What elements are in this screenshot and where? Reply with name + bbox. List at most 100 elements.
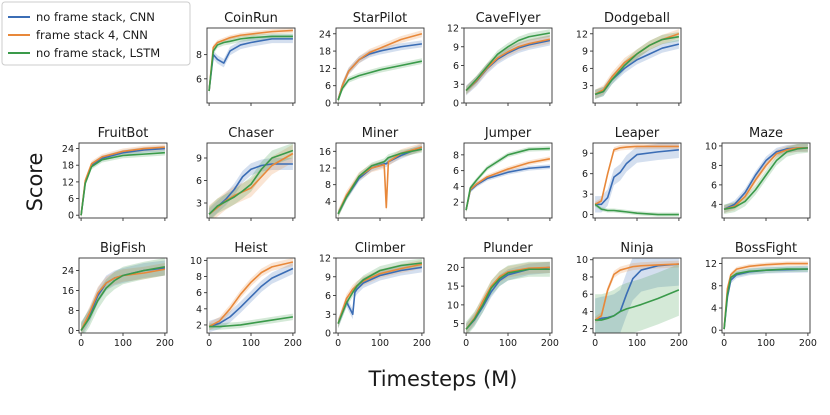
panel-miner: Miner 4 8 12 16 bbox=[319, 126, 425, 221]
series-band bbox=[724, 266, 808, 332]
panel-fruitbot: FruitBot 0 6 12 18 24 bbox=[62, 126, 168, 222]
y-tick-label: 9 bbox=[325, 272, 331, 283]
y-tick-label: 12 bbox=[319, 64, 331, 75]
y-tick-label: 10 bbox=[447, 300, 459, 311]
plot-area bbox=[208, 143, 294, 218]
plot-area bbox=[465, 29, 551, 96]
x-axis-label: Timesteps (M) bbox=[368, 367, 518, 391]
series-line bbox=[208, 38, 293, 91]
y-tick-label: 8 bbox=[325, 180, 331, 191]
series-line bbox=[337, 146, 423, 215]
series-line bbox=[594, 145, 679, 206]
series-band bbox=[595, 202, 679, 217]
y-tick-label: 18 bbox=[319, 47, 331, 58]
series-band bbox=[209, 258, 293, 331]
x-tick-label: 100 bbox=[499, 338, 517, 349]
y-tick-label: 0 bbox=[68, 326, 74, 337]
y-tick-label: 4 bbox=[711, 304, 717, 315]
y-tick-label: 8 bbox=[711, 161, 717, 172]
panel-leaper: Leaper 0 3 6 9 bbox=[582, 126, 682, 221]
x-tick-label: 100 bbox=[628, 338, 646, 349]
legend-label: frame stack 4, CNN bbox=[36, 28, 148, 42]
x-tick-label: 200 bbox=[799, 338, 817, 349]
panel-title: Plunder bbox=[483, 241, 533, 256]
panel-title: CoinRun bbox=[224, 11, 278, 26]
panel-jumper: Jumper 2 4 6 8 bbox=[453, 126, 553, 221]
panel-bossfight: BossFight 0 4 8 12 0 100 200 bbox=[705, 241, 817, 349]
panel-title: StarPilot bbox=[353, 11, 408, 26]
y-tick-label: 0 bbox=[325, 329, 331, 340]
y-tick-label: 6 bbox=[68, 194, 74, 205]
series-line bbox=[337, 148, 423, 215]
plot-area bbox=[208, 258, 294, 333]
y-tick-label: 10 bbox=[190, 256, 202, 267]
series-line bbox=[595, 289, 680, 321]
y-tick-label: 4 bbox=[453, 182, 459, 193]
plot-area bbox=[723, 143, 808, 215]
panel-maze: Maze 4 6 8 10 bbox=[705, 126, 811, 221]
y-tick-label: 6 bbox=[325, 81, 331, 92]
x-tick-label: 200 bbox=[156, 338, 174, 349]
panel-title: FruitBot bbox=[98, 126, 149, 141]
panel-title: Ninja bbox=[620, 241, 653, 256]
panels: CoinRun68StarPilot06121824CaveFlyer03691… bbox=[62, 11, 817, 349]
series-band bbox=[595, 260, 679, 324]
y-tick-label: 8 bbox=[196, 272, 202, 283]
y-tick-label: 8 bbox=[582, 272, 588, 283]
series-line bbox=[723, 147, 808, 211]
y-tick-label: 3 bbox=[453, 80, 459, 91]
series-line bbox=[594, 263, 679, 321]
series-band bbox=[466, 156, 550, 213]
y-tick-label: 5 bbox=[453, 319, 459, 330]
series-band bbox=[595, 39, 679, 99]
series-band bbox=[724, 143, 808, 215]
x-tick-label: 200 bbox=[541, 338, 559, 349]
series-line bbox=[337, 60, 423, 101]
y-tick-label: 4 bbox=[325, 197, 331, 208]
plot-area bbox=[465, 261, 550, 333]
series-line bbox=[337, 32, 423, 101]
series-band bbox=[466, 29, 550, 95]
x-tick-label: 0 bbox=[592, 338, 598, 349]
x-tick-label: 100 bbox=[242, 338, 260, 349]
panel-title: Maze bbox=[749, 126, 783, 141]
series-line bbox=[337, 262, 422, 324]
y-tick-label: 9 bbox=[582, 47, 588, 58]
y-tick-label: 24 bbox=[62, 144, 74, 155]
panel-title: Dodgeball bbox=[604, 11, 670, 26]
series-band bbox=[81, 258, 165, 333]
y-tick-label: 6 bbox=[196, 176, 202, 187]
legend: no frame stack, CNN frame stack 4, CNN n… bbox=[1, 1, 191, 66]
series-line bbox=[723, 147, 808, 211]
series-line bbox=[337, 266, 423, 324]
series-line bbox=[337, 146, 423, 215]
series-line bbox=[208, 29, 293, 91]
panel-caveflyer: CaveFlyer 0 3 6 9 12 bbox=[447, 11, 553, 110]
series-line bbox=[594, 203, 679, 216]
series-line bbox=[594, 35, 680, 96]
series-line bbox=[723, 262, 808, 330]
plot-area bbox=[337, 143, 423, 218]
y-tick-label: 12 bbox=[319, 254, 331, 265]
y-tick-label: 16 bbox=[62, 286, 74, 297]
y-tick-label: 0 bbox=[325, 99, 331, 110]
legend-frame bbox=[1, 1, 191, 66]
y-tick-label: 9 bbox=[196, 154, 202, 165]
y-tick-label: 2 bbox=[196, 320, 202, 331]
y-tick-label: 6 bbox=[196, 288, 202, 299]
y-tick-label: 3 bbox=[325, 310, 331, 321]
series-line bbox=[723, 268, 808, 330]
series-line bbox=[723, 268, 808, 330]
y-tick-label: 6 bbox=[582, 64, 588, 75]
x-tick-label: 200 bbox=[670, 338, 688, 349]
series-line bbox=[209, 316, 294, 328]
panel-title: Leaper bbox=[615, 126, 660, 141]
y-tick-label: 8 bbox=[453, 150, 459, 161]
y-tick-label: 15 bbox=[447, 282, 459, 293]
x-tick-label: 100 bbox=[114, 338, 132, 349]
series-line bbox=[594, 263, 679, 321]
x-tick-label: 0 bbox=[463, 338, 469, 349]
y-tick-label: 6 bbox=[196, 74, 202, 85]
